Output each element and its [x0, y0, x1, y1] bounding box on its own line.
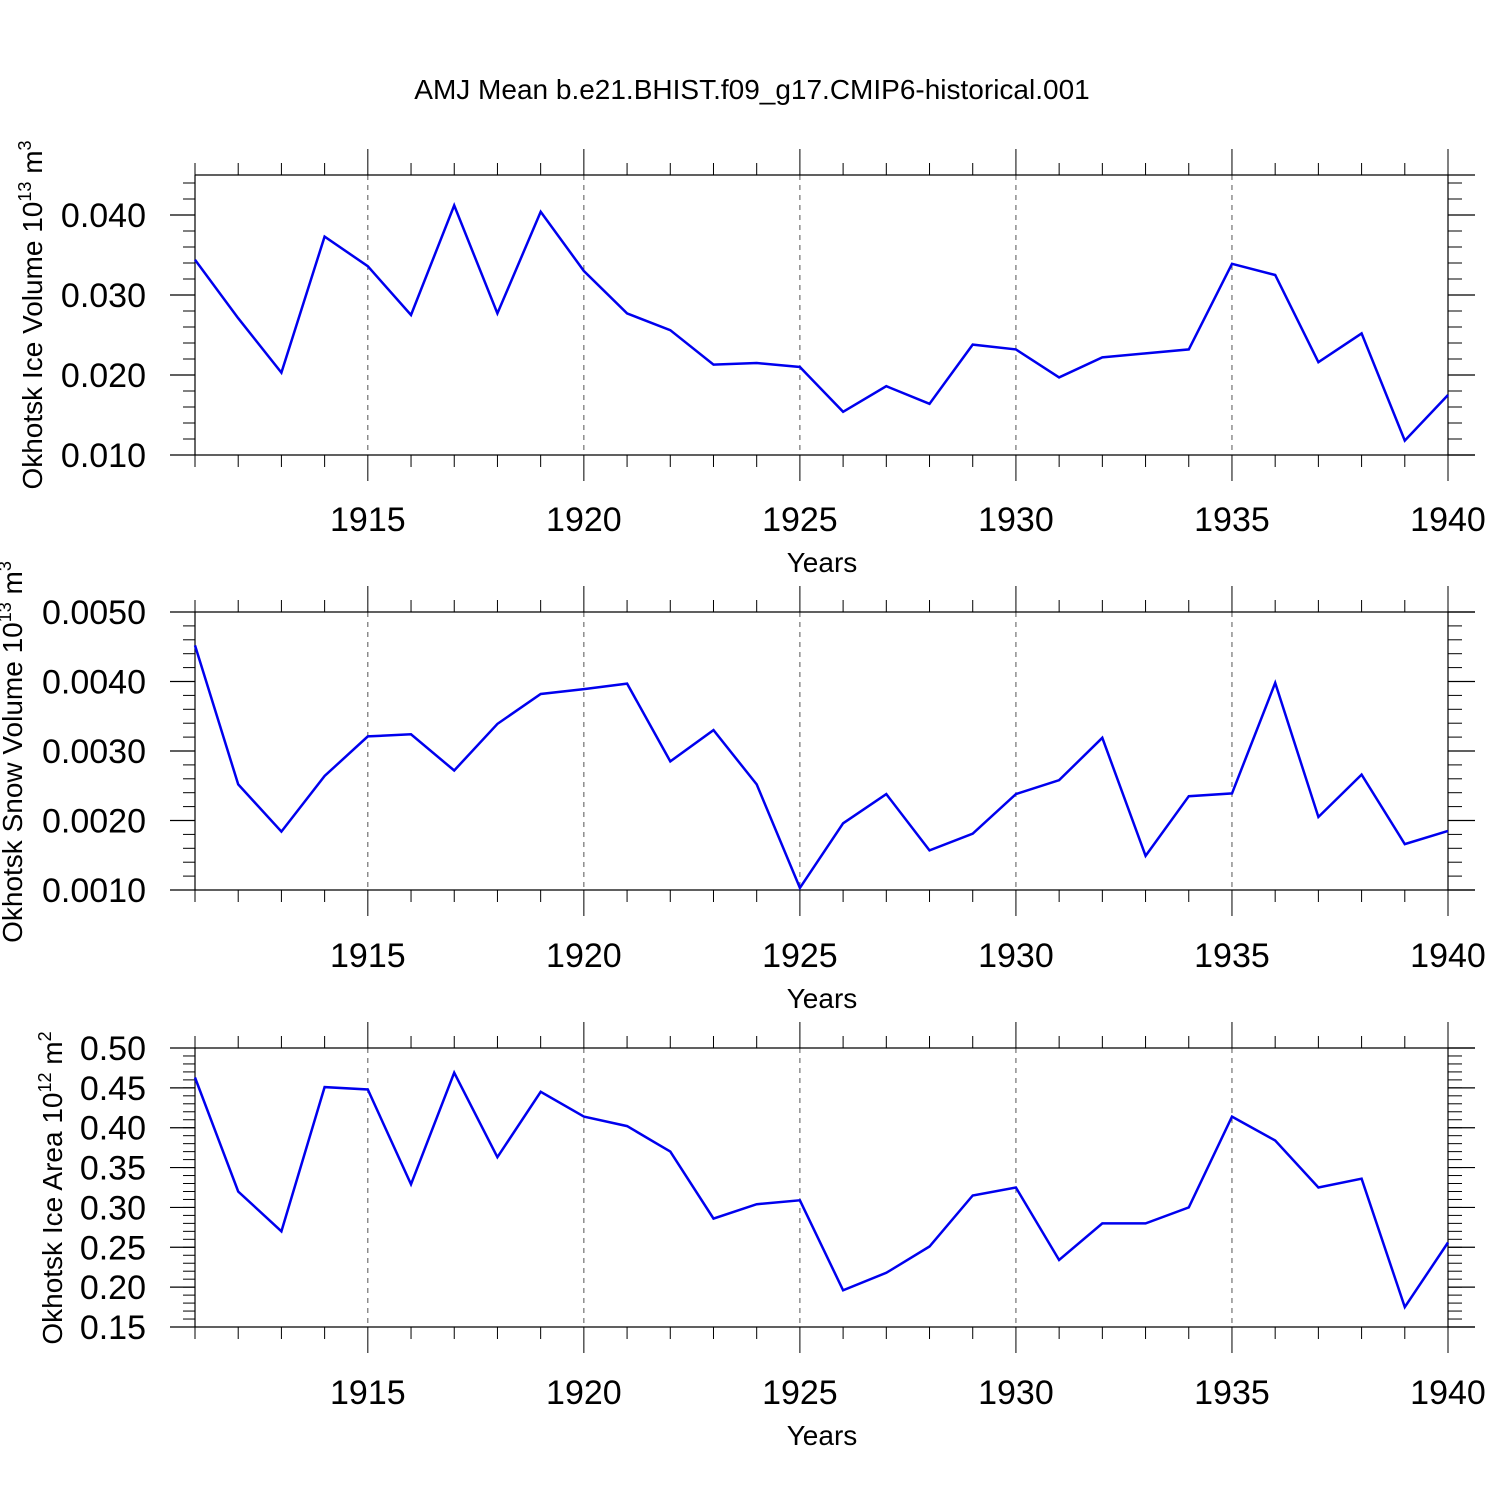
x-tick-label: 1940: [1410, 501, 1486, 539]
y-tick-label: 0.020: [61, 357, 146, 395]
x-tick-label: 1920: [546, 937, 622, 975]
y-axis-title: Okhotsk Snow Volume 1013 m3: [0, 561, 28, 943]
panel-3: 1915 1920 1925 1930 1935 1940 0.150.200.250.30…: [35, 1022, 1486, 1451]
y-axis-title: Okhotsk Ice Volume 1013 m3: [15, 140, 48, 489]
y-tick-label: 0.030: [61, 277, 146, 315]
panel-1: 1915 1920 1925 1930 1935 1940 0.010 0.020 0.030 0…: [15, 140, 1486, 578]
y-axis-title: Okhotsk Ice Area 1012 m2: [35, 1031, 68, 1344]
y-tick-label: 0.35: [80, 1150, 146, 1188]
y-tick-label: 0.0010: [42, 872, 146, 910]
y-tick-label: 0.20: [80, 1269, 146, 1307]
x-tick-label: 1935: [1194, 501, 1270, 539]
y-tick-label: 0.30: [80, 1189, 146, 1227]
y-tick-label: 0.45: [80, 1070, 146, 1108]
y-tick-label: 0.0030: [42, 733, 146, 771]
series-line: [193, 202, 1449, 443]
x-tick-label: 1935: [1194, 937, 1270, 975]
y-tick-label: 0.0040: [42, 664, 146, 702]
x-tick-label: 1920: [546, 501, 622, 539]
x-axis-title: Years: [787, 1420, 858, 1451]
series-line: [193, 1069, 1450, 1310]
panel-2: 1915 1920 1925 1930 1935 1940 0.0010 0.0020 0.00…: [0, 561, 1486, 1014]
y-tick-label: 0.040: [61, 197, 146, 235]
series-line: [193, 645, 1449, 891]
x-tick-label: 1930: [978, 501, 1054, 539]
x-tick-label: 1940: [1410, 937, 1486, 975]
x-tick-label: 1925: [762, 501, 838, 539]
x-axis-title: Years: [787, 983, 858, 1014]
y-tick-label: 0.0020: [42, 803, 146, 841]
x-tick-label: 1915: [330, 1374, 406, 1412]
x-axis-title: Years: [787, 547, 858, 578]
y-tick-label: 0.15: [80, 1309, 146, 1347]
x-tick-label: 1930: [978, 937, 1054, 975]
x-tick-label: 1925: [762, 1374, 838, 1412]
x-tick-label: 1935: [1194, 1374, 1270, 1412]
y-tick-label: 0.50: [80, 1030, 146, 1068]
x-tick-label: 1915: [330, 937, 406, 975]
x-tick-label: 1915: [330, 501, 406, 539]
y-tick-label: 0.0050: [42, 594, 146, 632]
x-tick-label: 1940: [1410, 1374, 1486, 1412]
y-tick-label: 0.010: [61, 437, 146, 475]
y-tick-label: 0.25: [80, 1229, 146, 1267]
chart-panels: 1915 1920 1925 1930 1935 1940 0.010 0.020 0.030 0…: [0, 140, 1486, 1451]
x-tick-label: 1925: [762, 937, 838, 975]
y-tick-label: 0.40: [80, 1110, 146, 1148]
figure-title: AMJ Mean b.e21.BHIST.f09_g17.CMIP6-histo…: [414, 74, 1089, 105]
x-tick-label: 1920: [546, 1374, 622, 1412]
x-tick-label: 1930: [978, 1374, 1054, 1412]
